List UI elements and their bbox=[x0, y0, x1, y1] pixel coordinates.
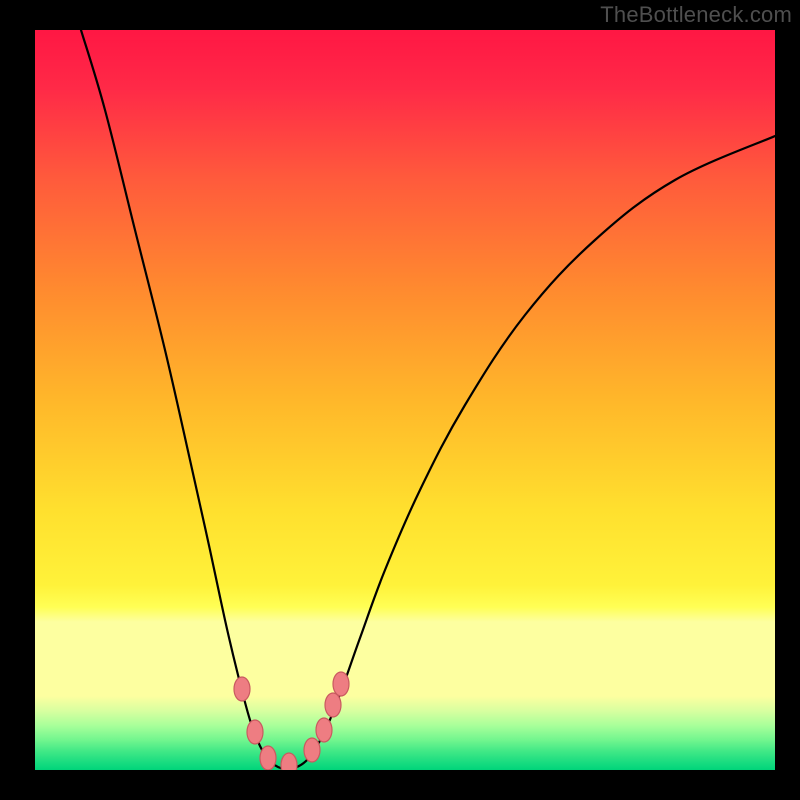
bottleneck-curve bbox=[81, 30, 775, 769]
curve-layer bbox=[35, 30, 775, 770]
data-marker bbox=[333, 672, 349, 696]
data-marker bbox=[325, 693, 341, 717]
data-marker bbox=[247, 720, 263, 744]
data-marker bbox=[316, 718, 332, 742]
data-marker bbox=[304, 738, 320, 762]
plot-area bbox=[35, 30, 775, 770]
chart-frame: TheBottleneck.com bbox=[0, 0, 800, 800]
watermark-text: TheBottleneck.com bbox=[600, 2, 792, 28]
data-marker bbox=[281, 753, 297, 770]
data-marker bbox=[234, 677, 250, 701]
data-marker bbox=[260, 746, 276, 770]
